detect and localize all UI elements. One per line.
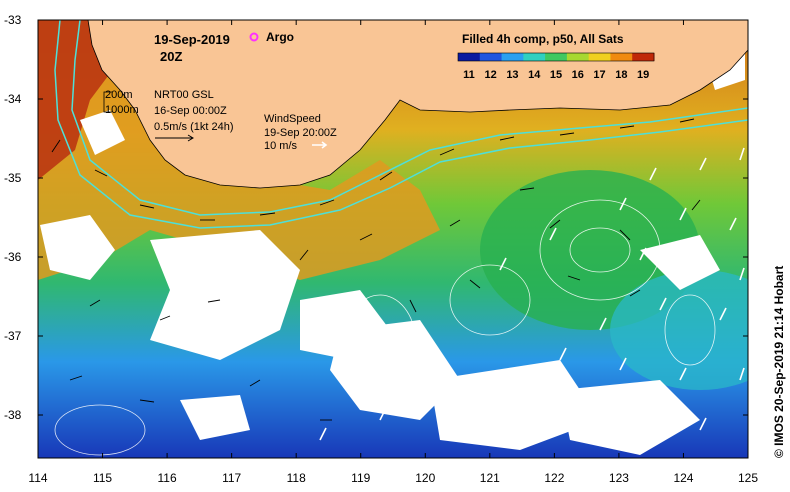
colorbar-swatch [458, 53, 481, 61]
colorbar-swatch [632, 53, 655, 61]
x-tick-label: 116 [158, 471, 177, 485]
colorbar-swatch [501, 53, 524, 61]
colorbar-swatch [588, 53, 611, 61]
x-tick-label: 117 [222, 471, 241, 485]
wind-label-scale: 10 m/s [264, 140, 298, 152]
current-label-model: NRT00 GSL [154, 89, 214, 101]
y-tick-label: -37 [4, 329, 22, 343]
colorbar-tick-label: 16 [572, 69, 584, 81]
current-label-scale: 0.5m/s (1kt 24h) [154, 121, 233, 133]
current-label-time: 16-Sep 00:00Z [154, 105, 227, 117]
colorbar-title: Filled 4h comp, p50, All Sats [462, 32, 624, 46]
x-tick-label: 114 [28, 471, 47, 485]
depth-legend-bracket [103, 91, 112, 113]
colorbar-tick-label: 13 [506, 69, 518, 81]
plot-area [38, 20, 748, 458]
y-tick-label: -35 [4, 171, 22, 185]
argo-icon [249, 32, 259, 42]
y-tick-label: -33 [4, 13, 22, 27]
x-axis: 114 115 116 117 118 119 120 121 122 123 124 125 [28, 20, 758, 485]
argo-label: Argo [266, 30, 294, 44]
colorbar-tick-label: 11 [463, 69, 475, 81]
colorbar-swatch [610, 53, 633, 61]
y-tick-label: -38 [4, 408, 22, 422]
colorbar-tick-label: 17 [593, 69, 605, 81]
colorbar-swatch [566, 53, 590, 61]
depth-label-200m: 200m [105, 89, 133, 101]
land-mass [87, 20, 748, 189]
wind-label-time: 19-Sep 20:00Z [264, 127, 337, 139]
current-vectors [51, 118, 701, 421]
wind-scale-arrow [312, 141, 328, 149]
depth-label-1000m: 1000m [105, 104, 139, 116]
colorbar-outline [457, 52, 655, 62]
title-date: 19-Sep-2019 [154, 32, 230, 47]
y-axis: -33 -34 -35 -36 -37 -38 [4, 13, 748, 422]
x-tick-label: 115 [93, 471, 112, 485]
colorbar-swatch [523, 53, 546, 61]
y-tick-label: -34 [4, 92, 22, 106]
colorbar-tick-label: 18 [615, 69, 627, 81]
x-tick-label: 122 [544, 471, 564, 485]
x-tick-label: 120 [415, 471, 435, 485]
x-tick-label: 124 [673, 471, 693, 485]
x-tick-label: 121 [480, 471, 500, 485]
isobath-200m [71, 20, 748, 216]
x-tick-label: 125 [738, 471, 758, 485]
credit-text: © IMOS 20-Sep-2019 21:14 Hobart [772, 266, 786, 458]
wind-vectors [319, 147, 745, 441]
colorbar-tick-label: 12 [485, 69, 497, 81]
current-scale-arrow [155, 134, 194, 142]
x-tick-label: 119 [351, 471, 370, 485]
colorbar-tick-label: 15 [550, 69, 562, 81]
y-tick-label: -36 [4, 250, 22, 264]
colorbar-tick-labels: 11 12 13 14 15 16 17 18 19 [463, 69, 649, 81]
colorbar-swatch [545, 53, 568, 61]
colorbar-swatch [479, 53, 503, 61]
colorbar-tick-label: 14 [528, 69, 541, 81]
plot-frame [37, 19, 749, 459]
colorbar [457, 52, 655, 62]
wind-label-title: WindSpeed [264, 113, 321, 125]
colorbar-tick-label: 19 [637, 69, 649, 81]
contour-lines [54, 199, 716, 456]
x-tick-label: 123 [609, 471, 629, 485]
x-tick-label: 118 [287, 471, 306, 485]
title-hour: 20Z [160, 49, 182, 64]
sst-cyan-east [610, 270, 748, 390]
isobath-1000m [54, 20, 748, 229]
